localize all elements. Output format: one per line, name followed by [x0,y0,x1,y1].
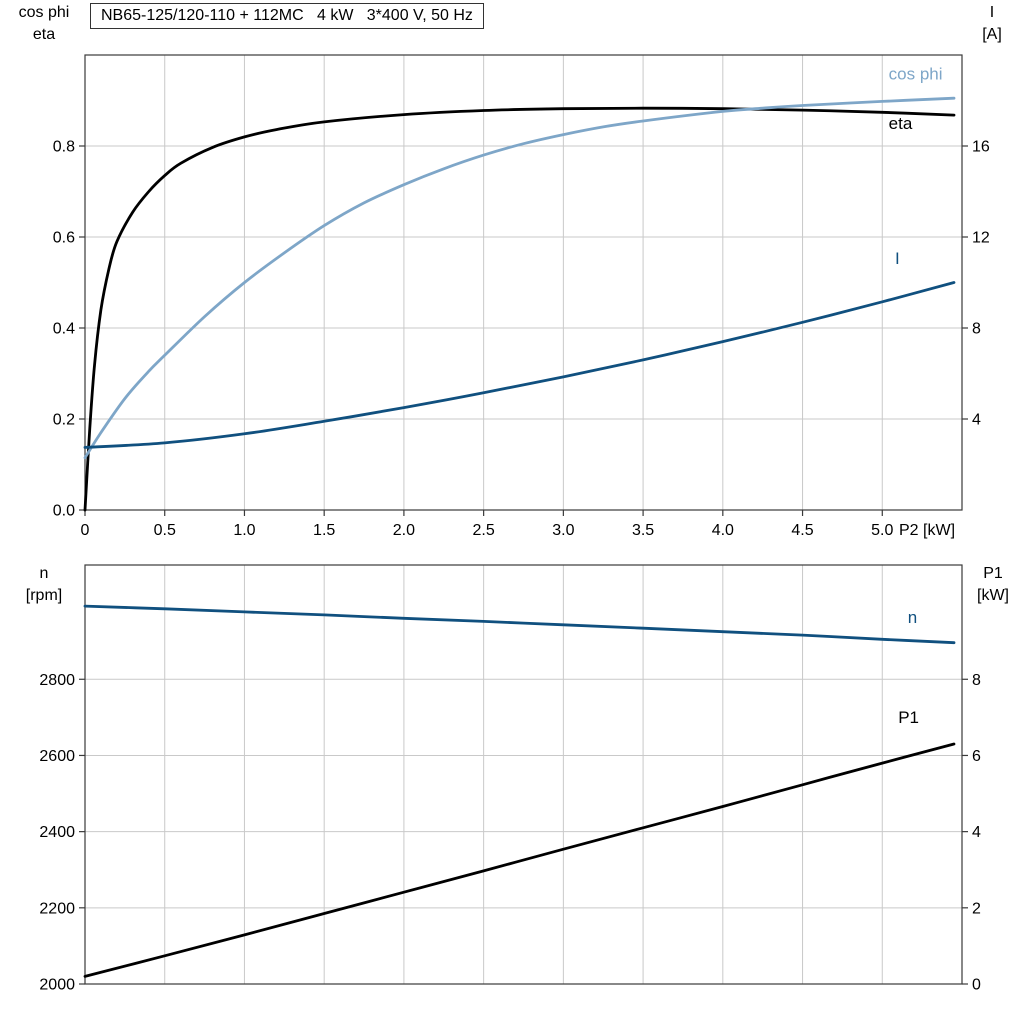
left-tick-label: 0.8 [53,139,75,156]
plot-frame [84,564,963,985]
right-tick-label: 4 [972,824,981,841]
bottom-chart-left-axis-title: n [rpm] [8,563,80,607]
right-tick-label: 0 [972,977,981,994]
left-tick-label: 0.0 [53,503,75,520]
bottom-chart-right-axis-title: P1 [kW] [964,563,1022,607]
curve-label-cos-phi: cos phi [889,65,943,84]
top-chart-x-axis-label: P2 [kW] [899,522,956,539]
left-tick-label: 2200 [39,900,75,917]
x-tick-label: 0 [81,522,90,539]
right-tick-label: 12 [972,230,990,247]
right-tick-label: 16 [972,139,990,156]
curve-p1 [83,742,956,978]
left-tick-label: 2000 [39,977,75,994]
right-axis-title-line: [kW] [977,587,1009,604]
right-axis-title-line: I [989,4,995,21]
curve-label-n: n [908,608,917,627]
curve-i [83,281,956,449]
x-tick-label: 2.0 [393,522,415,539]
left-tick-label: 2800 [39,672,75,689]
right-tick-label: 4 [972,412,981,429]
left-axis-title-line: cos phi [18,4,70,21]
x-tick-label: 4.5 [791,522,813,539]
left-axis-title-line: [rpm] [25,587,63,604]
right-axis-title-line: [A] [982,26,1002,43]
right-tick-label: 8 [972,672,981,689]
x-tick-label: 5.0 [871,522,893,539]
right-axis-title-line: P1 [983,565,1003,582]
right-tick-label: 8 [972,321,981,338]
left-tick-label: 2600 [39,748,75,765]
left-tick-label: 0.2 [53,412,75,429]
curve-label-i: I [895,249,900,268]
right-tick-label: 6 [972,748,981,765]
curve-n [83,604,956,645]
curve-eta [83,106,956,512]
left-tick-label: 0.6 [53,230,75,247]
right-tick-label: 2 [972,900,981,917]
left-tick-label: 0.4 [53,321,75,338]
x-tick-label: 4.0 [712,522,734,539]
top-chart-right-axis-title: I [A] [966,2,1018,46]
left-tick-label: 2400 [39,824,75,841]
left-axis-title-line: n [39,565,49,582]
curve-cos-phi [83,96,956,460]
x-tick-label: 1.5 [313,522,335,539]
x-tick-label: 3.5 [632,522,654,539]
x-tick-label: 1.0 [233,522,255,539]
x-tick-label: 3.0 [552,522,574,539]
curve-label-eta: eta [889,114,913,133]
x-tick-label: 2.5 [473,522,495,539]
x-tick-label: 0.5 [154,522,176,539]
left-axis-title-line: eta [32,26,56,43]
curve-label-p1: P1 [898,708,919,727]
chart-title-box: NB65-125/120-110 + 112MC 4 kW 3*400 V, 5… [90,3,484,29]
plot-frame [84,54,963,511]
top-chart-left-axis-title: cos phi eta [8,2,80,46]
